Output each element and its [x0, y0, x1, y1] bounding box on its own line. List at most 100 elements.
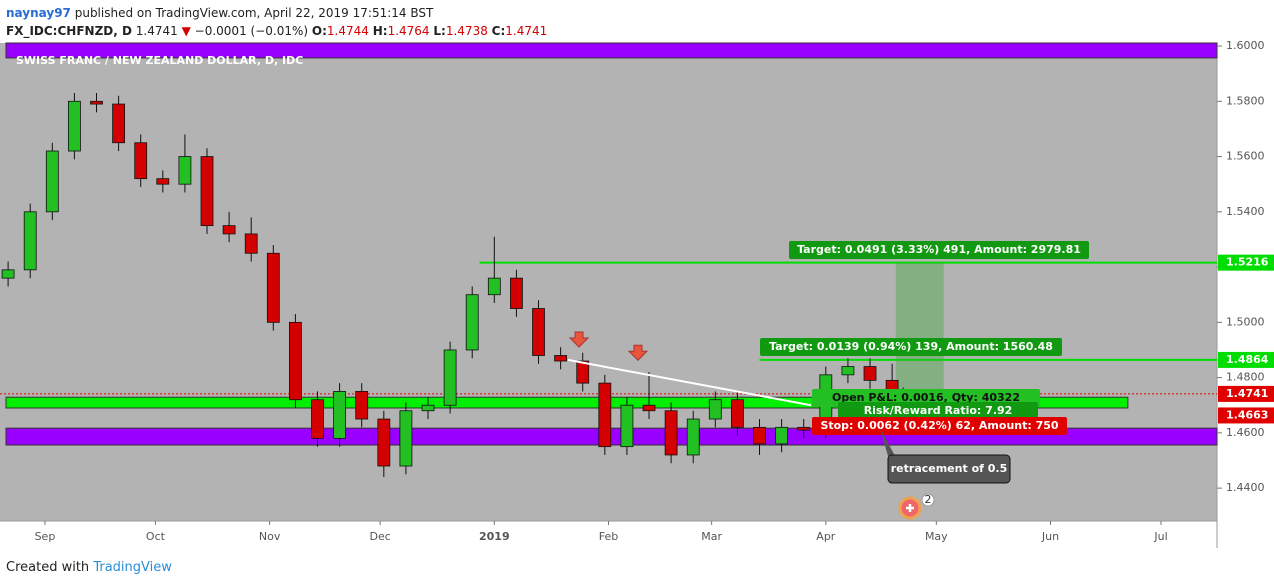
y-tick-label: 1.5000: [1226, 315, 1265, 328]
candle-body: [863, 366, 877, 381]
y-tick-label: 1.6000: [1226, 39, 1265, 52]
change: −0.0001 (−0.01%): [194, 24, 309, 38]
header-line: naynay97 published on TradingView.com, A…: [6, 4, 547, 22]
annotation-box: [838, 402, 1038, 420]
candle-body: [731, 399, 744, 428]
icon-cross: [906, 504, 914, 512]
plot-background: [0, 43, 1217, 521]
candle-body: [510, 277, 523, 309]
candle-body: [686, 418, 700, 456]
price-label: 1.4741: [1226, 387, 1268, 400]
annotation-text: Open P&L: 0.0016, Qty: 40322: [832, 391, 1020, 404]
created: Created with: [6, 560, 90, 575]
annotation-text: Target: 0.0139 (0.94%) 139, Amount: 1560…: [769, 340, 1053, 353]
candle-body: [465, 294, 479, 351]
candle-body: [355, 391, 369, 420]
x-tick-label: Jun: [1041, 530, 1059, 543]
annotation-box: [789, 241, 1089, 259]
candle-body: [620, 404, 634, 448]
o-label: O:: [311, 24, 327, 38]
candle-body: [156, 178, 170, 185]
candle-body: [222, 225, 236, 235]
candle-body: [377, 418, 391, 467]
candle-body: [841, 366, 855, 376]
x-tick-label: May: [925, 530, 948, 543]
candle-body: [23, 211, 37, 271]
candle-body: [598, 382, 612, 448]
author[interactable]: naynay97: [6, 6, 71, 20]
candle-body: [708, 399, 722, 420]
candle-body: [200, 156, 214, 227]
x-tick-label: Feb: [599, 530, 618, 543]
candle-body: [68, 100, 81, 152]
header-line: FX_IDC:CHFNZD, D 1.4741 ▼ −0.0001 (−0.01…: [6, 22, 547, 40]
published: published on TradingView.com, April 22, …: [74, 6, 434, 20]
candle-body: [576, 360, 590, 384]
price-label: 1.5216: [1226, 256, 1269, 269]
annotation-text: Risk/Reward Ratio: 7.92: [864, 404, 1013, 417]
y-tick-label: 1.4400: [1226, 481, 1265, 494]
l-label: L:: [433, 24, 446, 38]
candle-body: [554, 355, 568, 362]
annotation-text: retracement of 0.5: [891, 462, 1007, 475]
annotation-box: [760, 338, 1062, 356]
annotation-box: [887, 454, 1011, 484]
brand[interactable]: TradingView: [93, 560, 172, 575]
c: 1.4741: [505, 24, 548, 38]
annotation-pointer: [880, 428, 895, 456]
last: 1.4741: [135, 24, 178, 38]
y-tick-label: 1.5600: [1226, 150, 1265, 163]
badge: [921, 493, 935, 507]
h-label: H:: [372, 24, 388, 38]
candle-body: [487, 277, 501, 296]
candle-body: [399, 410, 413, 467]
candle-body: [753, 426, 766, 445]
candle-body: [443, 349, 457, 406]
annotation-box: [812, 417, 1067, 435]
candle-body: [289, 321, 302, 401]
candle-body: [45, 150, 59, 213]
price-label-bg: [1218, 351, 1274, 368]
x-tick-label: Sep: [35, 530, 56, 543]
x-tick-label: Nov: [259, 530, 281, 543]
y-tick-label: 1.4600: [1226, 426, 1265, 439]
header: naynay97 published on TradingView.com, A…: [6, 4, 547, 40]
candle-body: [642, 404, 656, 412]
candle-body: [178, 156, 192, 185]
y-tick-label: 1.4800: [1226, 371, 1265, 384]
x-tick-label: Dec: [369, 530, 390, 543]
annotation-text: Target: 0.0491 (3.33%) 491, Amount: 2979…: [797, 243, 1081, 256]
footer: Created with TradingView: [6, 560, 172, 575]
candle-body: [244, 233, 258, 254]
candle-body: [112, 103, 126, 144]
chart-title: SWISS FRANC / NEW ZEALAND DOLLAR, D, IDC: [16, 54, 303, 67]
l: 1.4738: [445, 24, 488, 38]
o: 1.4744: [326, 24, 369, 38]
candle-body: [333, 391, 347, 439]
badge-text: 2: [925, 493, 932, 506]
c-label: C:: [491, 24, 506, 38]
chart: SWISS FRANC / NEW ZEALAND DOLLAR, D, IDC…: [0, 39, 1274, 548]
zone: [5, 396, 1129, 409]
zone: [5, 42, 1218, 59]
candle-body: [532, 308, 545, 356]
arrow-marker: [627, 344, 649, 361]
x-tick-label: Apr: [816, 530, 836, 543]
candle-body: [134, 142, 148, 180]
candle-body: [797, 426, 811, 431]
x-tick-label: 2019: [479, 530, 510, 543]
price-label-bg: [1218, 407, 1274, 424]
price-label: 1.4663: [1226, 408, 1268, 421]
price-label-bg: [1218, 254, 1274, 271]
price-label-bg: [1218, 385, 1274, 402]
y-tick-label: 1.5400: [1226, 205, 1265, 218]
x-tick-label: Oct: [146, 530, 166, 543]
arrow-marker: [568, 331, 590, 348]
annotation-text: Stop: 0.0062 (0.42%) 62, Amount: 750: [820, 419, 1058, 432]
symbol: FX_IDC:CHFNZD, D: [6, 24, 132, 38]
candle-body: [90, 100, 103, 105]
price-label: 1.4864: [1226, 353, 1269, 366]
candle-body: [421, 404, 435, 412]
candle-body: [266, 252, 280, 323]
